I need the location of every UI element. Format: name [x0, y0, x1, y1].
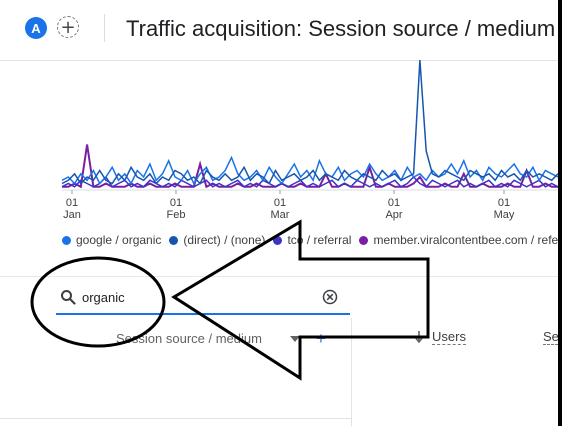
column-divider — [351, 318, 352, 426]
x-tick-label: 01 — [498, 197, 510, 209]
x-tick-label: 01 — [66, 197, 78, 209]
x-tick-label: Mar — [271, 209, 290, 221]
page-title: Traffic acquisition: Session source / me… — [126, 16, 556, 41]
add-dimension-button[interactable]: + — [316, 329, 326, 348]
legend-label: google / organic — [76, 233, 162, 247]
dropdown-arrow-icon[interactable] — [290, 336, 300, 342]
x-tick-label: Feb — [167, 209, 186, 221]
section-divider — [0, 276, 558, 277]
sort-descending-icon[interactable] — [414, 331, 424, 343]
sessions-column-header[interactable]: Se — [543, 329, 558, 345]
users-column-header[interactable]: Users — [432, 329, 466, 345]
x-tick-label: 01 — [388, 197, 400, 209]
legend-dot-icon — [62, 235, 71, 245]
x-tick-label: Jan — [63, 209, 81, 221]
series-line-0 — [61, 155, 558, 186]
legend-item[interactable]: google / organic — [62, 233, 161, 247]
legend-item[interactable]: member.viralcontentbee.com / referral — [359, 233, 558, 247]
comparison-avatar[interactable]: A — [25, 17, 47, 39]
series-line-2 — [61, 175, 558, 188]
series-line-3 — [62, 144, 558, 189]
series-line-1 — [61, 59, 558, 185]
search-icon — [61, 290, 76, 305]
legend-item[interactable]: tco / referral — [273, 233, 351, 247]
line-chart: 01 Jan 01 Feb 01 Mar 01 Apr 01 May — [0, 59, 558, 230]
legend-dot-icon — [359, 235, 369, 245]
search-box[interactable] — [56, 281, 350, 315]
legend-item[interactable]: (direct) / (none) — [169, 233, 265, 247]
legend-label: tco / referral — [287, 233, 352, 247]
header-divider — [104, 14, 105, 42]
legend-label: (direct) / (none) — [183, 233, 266, 247]
chart-legend: google / organic (direct) / (none) tco / r… — [62, 233, 558, 251]
table-bottom-border — [0, 418, 351, 419]
dimension-column-header[interactable]: Session source / medium — [116, 331, 262, 346]
x-tick-label: May — [494, 209, 515, 221]
legend-dot-icon — [273, 235, 283, 245]
search-input[interactable] — [82, 287, 322, 307]
x-tick-label: Apr — [385, 209, 402, 221]
x-tick-label: 01 — [274, 197, 286, 209]
x-tick-label: 01 — [170, 197, 182, 209]
legend-dot-icon — [169, 235, 179, 245]
clear-search-icon[interactable] — [322, 289, 338, 305]
legend-label: member.viralcontentbee.com / referral — [373, 233, 558, 247]
add-comparison-button[interactable]: + — [57, 16, 79, 38]
report-header: A + Traffic acquisition: Session source … — [0, 0, 558, 61]
